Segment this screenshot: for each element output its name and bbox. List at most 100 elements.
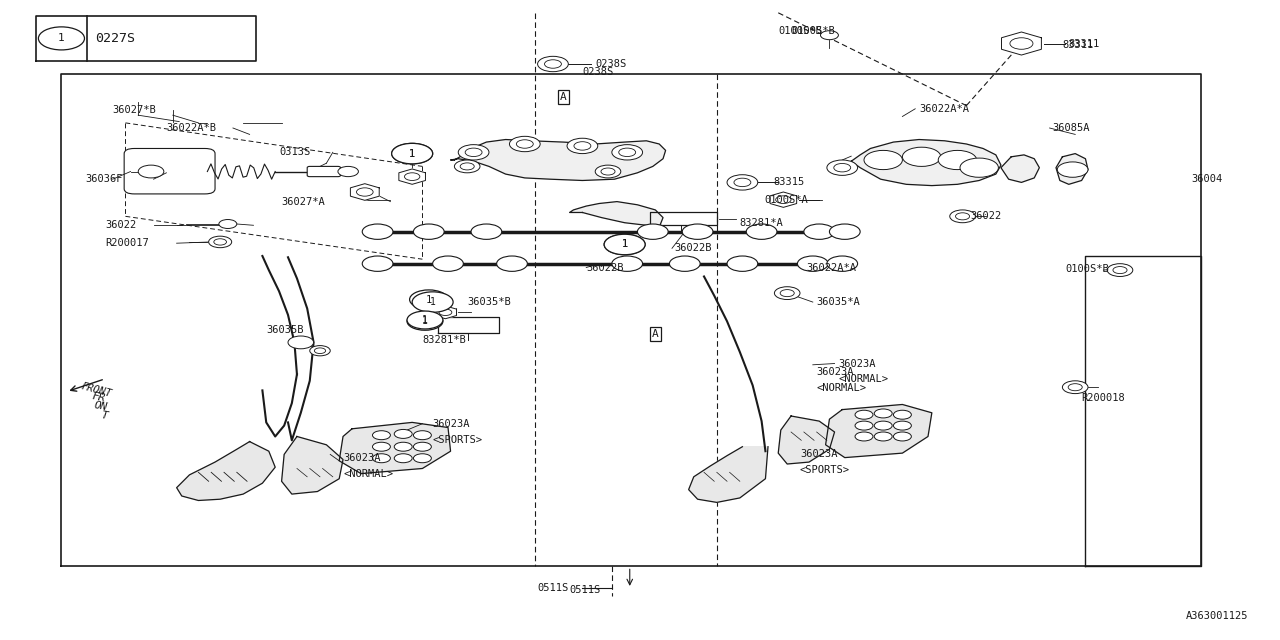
Text: 36023A: 36023A <box>800 449 837 460</box>
Circle shape <box>413 224 444 239</box>
Text: 0100S*B: 0100S*B <box>1065 264 1108 274</box>
Text: 36027*B: 36027*B <box>113 105 156 115</box>
Circle shape <box>604 234 645 255</box>
Circle shape <box>372 431 390 440</box>
Polygon shape <box>1056 154 1088 184</box>
Text: 36023A: 36023A <box>343 452 380 463</box>
Text: FRONT: FRONT <box>79 381 113 399</box>
Circle shape <box>1107 264 1133 276</box>
Text: R200017: R200017 <box>105 238 148 248</box>
Text: 1: 1 <box>430 297 435 307</box>
Circle shape <box>604 234 645 255</box>
Circle shape <box>1062 381 1088 394</box>
Polygon shape <box>451 140 666 180</box>
Circle shape <box>413 442 431 451</box>
Circle shape <box>471 224 502 239</box>
Circle shape <box>538 56 568 72</box>
Circle shape <box>855 432 873 441</box>
Circle shape <box>804 224 835 239</box>
Polygon shape <box>177 442 275 500</box>
Circle shape <box>874 421 892 430</box>
Text: 36022A*A: 36022A*A <box>919 104 969 114</box>
Circle shape <box>219 220 237 228</box>
Text: 36023A: 36023A <box>838 358 876 369</box>
Circle shape <box>774 287 800 300</box>
Circle shape <box>855 421 873 430</box>
Text: 83281*A: 83281*A <box>740 218 783 228</box>
Circle shape <box>372 442 390 451</box>
Text: 1: 1 <box>426 294 431 305</box>
Text: 36036F: 36036F <box>86 174 123 184</box>
Circle shape <box>938 150 977 170</box>
Text: 36035*A: 36035*A <box>817 297 860 307</box>
Circle shape <box>864 150 902 170</box>
Circle shape <box>394 454 412 463</box>
Text: A: A <box>652 329 659 339</box>
Text: <SPORTS>: <SPORTS> <box>800 465 850 476</box>
Text: 1: 1 <box>422 315 428 325</box>
Circle shape <box>433 256 463 271</box>
Circle shape <box>902 147 941 166</box>
Circle shape <box>682 224 713 239</box>
Circle shape <box>827 256 858 271</box>
Circle shape <box>209 236 232 248</box>
Circle shape <box>407 312 443 330</box>
Circle shape <box>394 429 412 438</box>
Circle shape <box>855 410 873 419</box>
Text: 36023A: 36023A <box>817 367 854 378</box>
Circle shape <box>138 165 164 178</box>
Polygon shape <box>351 184 379 200</box>
Circle shape <box>893 432 911 441</box>
Circle shape <box>893 410 911 419</box>
Circle shape <box>410 290 448 309</box>
Text: 0100S*A: 0100S*A <box>764 195 808 205</box>
Circle shape <box>727 175 758 190</box>
Polygon shape <box>1001 32 1042 55</box>
Circle shape <box>497 256 527 271</box>
Circle shape <box>950 210 975 223</box>
Circle shape <box>372 454 390 463</box>
Circle shape <box>288 336 314 349</box>
Text: 36022: 36022 <box>105 220 136 230</box>
Polygon shape <box>689 447 768 502</box>
Polygon shape <box>1001 155 1039 182</box>
Circle shape <box>612 145 643 160</box>
Text: 36085A: 36085A <box>1052 123 1089 133</box>
Circle shape <box>612 256 643 271</box>
Polygon shape <box>826 404 932 458</box>
Text: 83311: 83311 <box>1062 40 1093 50</box>
Text: 0227S: 0227S <box>95 32 134 45</box>
Text: T: T <box>100 410 108 422</box>
Text: <NORMAL>: <NORMAL> <box>817 383 867 393</box>
Circle shape <box>637 224 668 239</box>
Circle shape <box>407 311 443 329</box>
Text: 1: 1 <box>410 148 415 159</box>
FancyBboxPatch shape <box>124 148 215 194</box>
Text: 83311: 83311 <box>1069 38 1100 49</box>
Circle shape <box>669 256 700 271</box>
Text: 36004: 36004 <box>1192 174 1222 184</box>
Polygon shape <box>399 169 425 184</box>
Circle shape <box>827 160 858 175</box>
Circle shape <box>820 31 838 40</box>
Text: 0511S: 0511S <box>538 582 568 593</box>
Circle shape <box>412 292 453 312</box>
Circle shape <box>392 143 433 164</box>
Circle shape <box>454 160 480 173</box>
Text: FR: FR <box>91 390 106 403</box>
Text: 1: 1 <box>622 239 627 250</box>
Circle shape <box>338 166 358 177</box>
Text: 0238S: 0238S <box>582 67 613 77</box>
Text: 1: 1 <box>622 239 627 250</box>
Circle shape <box>595 165 621 178</box>
Text: 0100S*B: 0100S*B <box>778 26 822 36</box>
Polygon shape <box>434 306 457 319</box>
Circle shape <box>874 432 892 441</box>
Text: 0100S*B: 0100S*B <box>791 26 835 36</box>
Text: 36022A*A: 36022A*A <box>806 262 856 273</box>
Circle shape <box>38 27 84 50</box>
Text: <NORMAL>: <NORMAL> <box>838 374 888 384</box>
Polygon shape <box>282 436 343 494</box>
Text: R200018: R200018 <box>1082 393 1125 403</box>
Text: 36035*B: 36035*B <box>467 297 511 307</box>
